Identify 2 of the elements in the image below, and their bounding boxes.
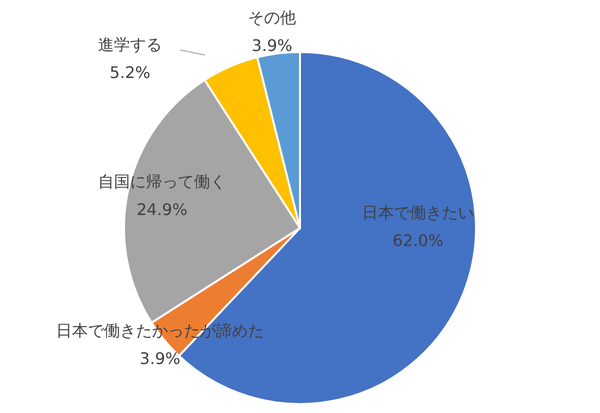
data-label: 5.2% xyxy=(110,63,150,82)
slice-label: 進学する xyxy=(98,35,162,54)
